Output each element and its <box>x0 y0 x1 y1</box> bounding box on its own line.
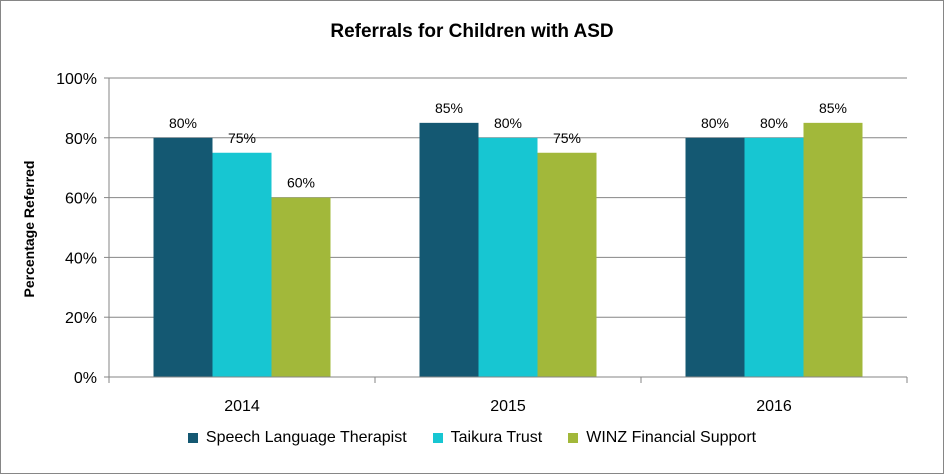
legend-item-speech-language-therapist: Speech Language Therapist <box>187 429 407 447</box>
legend-swatch <box>187 433 198 443</box>
y-tick-label: 100% <box>56 71 97 88</box>
legend-label: Taikura Trust <box>450 429 543 446</box>
legend: Speech Language Therapist Taikura Trust … <box>1 429 943 447</box>
bar <box>271 197 331 377</box>
y-axis-title: Percentage Referred <box>21 161 37 298</box>
legend-swatch <box>432 433 443 443</box>
data-label: 75% <box>553 130 581 146</box>
bar <box>419 122 479 377</box>
bar <box>744 137 804 377</box>
legend-item-taikura-trust: Taikura Trust <box>432 429 543 447</box>
chart-title: Referrals for Children with ASD <box>330 21 614 42</box>
legend-label: WINZ Financial Support <box>586 429 757 446</box>
data-label: 75% <box>228 130 256 146</box>
legend-swatch <box>568 433 579 443</box>
data-label: 85% <box>435 100 463 116</box>
y-tick-label: 40% <box>65 250 97 267</box>
y-tick-label: 80% <box>65 131 97 148</box>
data-label: 80% <box>169 115 197 131</box>
y-tick-label: 20% <box>65 310 97 327</box>
x-tick-label: 2015 <box>490 398 526 415</box>
y-tick-label: 60% <box>65 191 97 208</box>
bar <box>803 122 863 377</box>
x-tick-label: 2014 <box>224 398 260 415</box>
x-tick-label: 2016 <box>756 398 792 415</box>
y-tick-label: 0% <box>74 370 97 387</box>
data-label: 60% <box>287 175 315 191</box>
bar <box>537 152 597 377</box>
bar <box>212 152 272 377</box>
data-label: 80% <box>701 115 729 131</box>
data-label: 85% <box>819 100 847 116</box>
legend-label: Speech Language Therapist <box>205 429 407 446</box>
data-label: 80% <box>760 115 788 131</box>
legend-item-winz-financial-support: WINZ Financial Support <box>568 429 756 447</box>
bar <box>685 137 745 377</box>
bar <box>153 137 213 377</box>
data-label: 80% <box>494 115 522 131</box>
bar <box>478 137 538 377</box>
